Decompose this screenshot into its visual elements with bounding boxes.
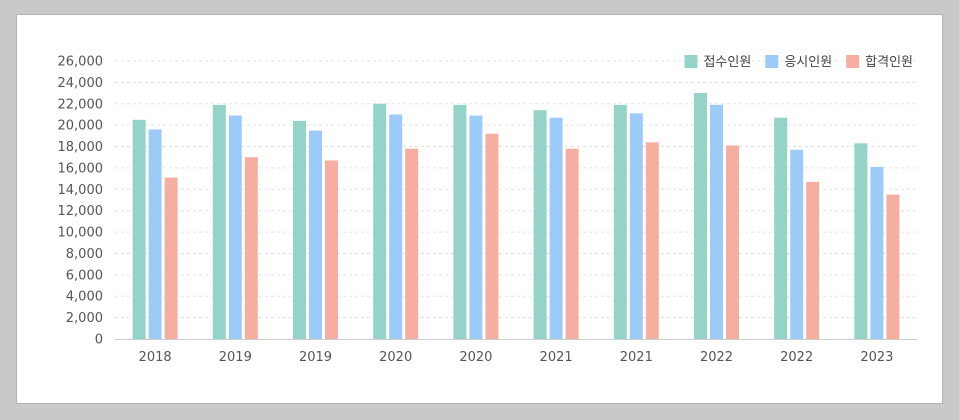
bar-1-4	[373, 103, 387, 340]
axes: 0 2,000 4,000 6,000 8,000 10,000 12,000 14,000 1…	[58, 55, 917, 365]
x-tick-label: 2018	[139, 350, 172, 365]
legend-item-1[interactable]: 접수인원	[684, 55, 751, 70]
y-tick-label: 20,000	[58, 119, 104, 134]
bar-chart: 0 2,000 4,000 6,000 8,000 10,000 12,000 14,000 1…	[58, 55, 917, 365]
y-tick-label: 8,000	[66, 247, 103, 262]
legend-swatch	[765, 55, 779, 68]
y-tick-label: 2,000	[66, 311, 103, 326]
x-tick-label: 2019	[219, 350, 252, 365]
x-tick-label: 2021	[540, 350, 573, 365]
bar-2-9	[790, 149, 804, 339]
legend-label: 응시인원	[784, 55, 832, 70]
bar-1-7	[613, 104, 627, 339]
bar-2-2	[228, 115, 242, 340]
bar-1-5	[453, 104, 467, 339]
bar-3-3	[325, 160, 338, 339]
bar-2-8	[710, 104, 723, 339]
y-tick-label: 0	[95, 333, 103, 348]
y-tick-label: 26,000	[58, 55, 104, 70]
bar-3-2	[244, 157, 258, 339]
bar-3-7	[645, 142, 659, 339]
bar-2-1	[148, 129, 162, 339]
bar-2-4	[389, 114, 403, 339]
x-tick-label: 2020	[459, 350, 492, 365]
bar-3-4	[405, 148, 419, 339]
bar-3-8	[726, 145, 739, 339]
bar-2-7	[629, 113, 643, 340]
y-tick-label: 14,000	[58, 183, 104, 198]
bar-3-6	[565, 148, 579, 339]
legend-label: 접수인원	[703, 55, 751, 70]
x-tick-label: 2023	[860, 350, 893, 365]
y-tick-label: 22,000	[58, 97, 104, 112]
x-tick-label: 2019	[299, 350, 332, 365]
bar-2-5	[469, 115, 483, 340]
legend: 접수인원 응시인원 합격인원	[684, 55, 913, 70]
bar-1-6	[533, 110, 547, 339]
bar-2-10	[870, 166, 884, 339]
legend-swatch	[846, 55, 860, 68]
y-tick-label: 16,000	[58, 161, 104, 176]
bar-3-9	[806, 181, 820, 339]
y-tick-label: 6,000	[66, 268, 103, 283]
y-tick-label: 10,000	[58, 226, 104, 241]
y-tick-label: 12,000	[58, 204, 104, 219]
bars	[132, 93, 900, 340]
x-tick-label: 2022	[780, 350, 813, 365]
bar-3-10	[886, 194, 900, 339]
bar-1-2	[212, 104, 226, 339]
x-tick-label: 2022	[700, 350, 733, 365]
x-tick-label: 2021	[620, 350, 653, 365]
bar-1-3	[293, 120, 306, 339]
y-tick-label: 4,000	[66, 290, 103, 305]
legend-label: 합격인원	[865, 55, 913, 70]
bar-1-9	[774, 117, 788, 340]
x-tick-label: 2020	[379, 350, 412, 365]
chart-frame: 0 2,000 4,000 6,000 8,000 10,000 12,000 14,000 1…	[16, 14, 943, 404]
y-tick-label: 24,000	[58, 76, 104, 91]
bar-1-10	[854, 143, 868, 339]
bar-1-1	[132, 119, 146, 339]
bar-1-8	[694, 93, 707, 339]
bar-2-6	[549, 117, 563, 340]
bar-2-3	[309, 130, 322, 339]
bar-3-1	[164, 177, 178, 339]
bar-3-5	[485, 133, 499, 339]
y-tick-label: 18,000	[58, 140, 104, 155]
legend-swatch	[684, 55, 698, 68]
legend-item-2[interactable]: 응시인원	[765, 55, 832, 70]
legend-item-3[interactable]: 합격인원	[846, 55, 913, 70]
